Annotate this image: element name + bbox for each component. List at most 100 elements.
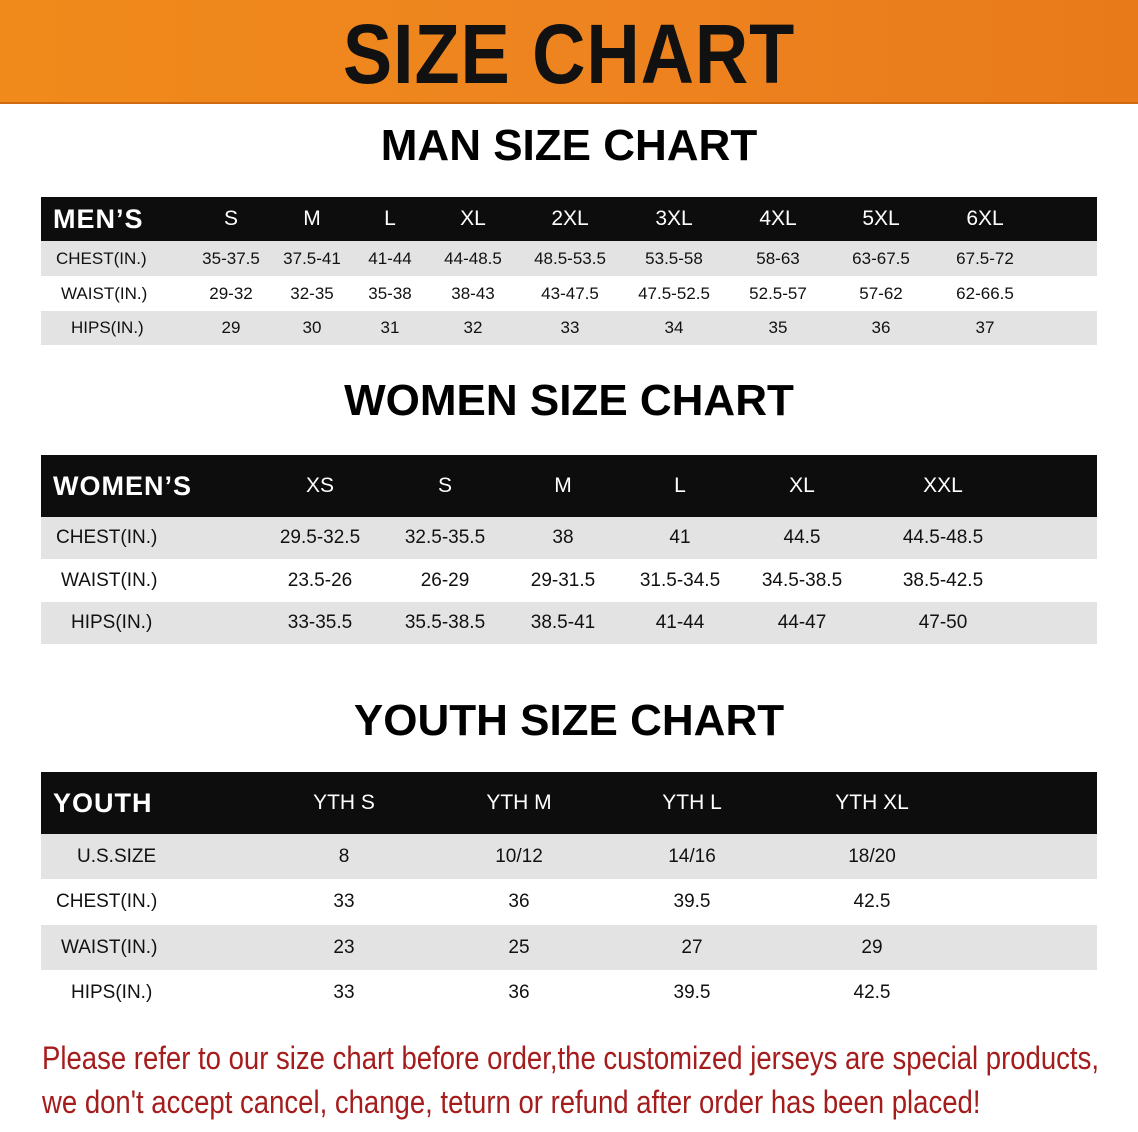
table-header-label: YOUTH — [53, 787, 153, 818]
row-label: U.S.SIZE — [77, 845, 157, 867]
table-cell: 39.5 — [673, 891, 711, 912]
women-size-table: WOMEN’S XS S M L XL XXL CHEST(IN.) 29.5-32.5 32.5… — [41, 455, 1097, 644]
table-cell: 32-35 — [290, 283, 334, 303]
size-column-header: YTH L — [662, 791, 722, 814]
size-column-header: 3XL — [655, 207, 693, 230]
table-cell: 25 — [508, 936, 530, 958]
men-size-table: MEN’S S M L XL 2XL 3XL 4XL 5XL 6XL CHEST(IN.) 35-37… — [41, 197, 1097, 345]
table-row: WAIST(IN.) 23 25 27 29 — [41, 925, 1097, 970]
table-cell: 23 — [333, 936, 355, 958]
table-cell: 41 — [669, 527, 691, 548]
size-column-header: M — [554, 474, 572, 497]
table-cell: 8 — [338, 845, 350, 867]
table-cell: 41-44 — [368, 248, 412, 268]
women-section-title: WOMEN SIZE CHART — [344, 376, 794, 425]
table-cell: 35.5-38.5 — [404, 612, 486, 633]
table-cell: 38 — [552, 527, 574, 548]
table-header-label: MEN’S — [53, 203, 144, 234]
size-column-header: XL — [789, 474, 815, 497]
table-cell: 34.5-38.5 — [761, 569, 843, 591]
row-label: HIPS(IN.) — [71, 981, 153, 1003]
size-column-header: L — [384, 207, 396, 230]
table-cell: 62-66.5 — [956, 283, 1014, 303]
table-row: CHEST(IN.) 33 36 39.5 42.5 — [41, 879, 1097, 925]
table-row: HIPS(IN.) 29 30 31 32 33 34 35 36 37 — [41, 311, 1097, 345]
size-column-header: XL — [460, 207, 486, 230]
table-row: WAIST(IN.) 23.5-26 26-29 29-31.5 31.5-34.5 34… — [41, 559, 1097, 602]
size-column-header: XS — [305, 474, 335, 497]
size-column-header: YTH S — [313, 791, 375, 814]
table-cell: 34 — [664, 318, 684, 337]
table-cell: 32.5-35.5 — [404, 527, 486, 548]
table-cell: 38.5-42.5 — [902, 569, 984, 591]
banner: SIZE CHART — [0, 0, 1138, 104]
table-row: HIPS(IN.) 33-35.5 35.5-38.5 38.5-41 41-44 44-… — [41, 602, 1097, 644]
row-label: WAIST(IN.) — [61, 283, 148, 303]
table-cell: 35-37.5 — [202, 248, 260, 268]
table-cell: 58-63 — [756, 248, 800, 268]
header-row: WOMEN’S XS S M L XL XXL — [41, 455, 1097, 517]
size-column-header: YTH M — [486, 791, 552, 814]
table-cell: 10/12 — [495, 845, 543, 867]
table-cell: 30 — [302, 318, 322, 337]
table-cell: 38-43 — [451, 283, 495, 303]
table-cell: 42.5 — [853, 891, 891, 912]
row-label: WAIST(IN.) — [61, 569, 158, 591]
table-cell: 42.5 — [853, 981, 891, 1003]
row-label: CHEST(IN.) — [56, 527, 158, 548]
row-label: CHEST(IN.) — [56, 248, 147, 268]
notice-line: Please refer to our size chart before or… — [42, 1040, 1099, 1076]
table-cell: 44-47 — [777, 612, 827, 633]
table-cell: 32 — [463, 318, 483, 337]
table-cell: 18/20 — [848, 845, 896, 867]
table-cell: 37.5-41 — [283, 248, 341, 268]
table-cell: 38.5-41 — [530, 612, 596, 633]
table-cell: 41-44 — [655, 612, 705, 633]
table-cell: 44-48.5 — [444, 248, 502, 268]
table-cell: 36 — [871, 318, 891, 337]
table-cell: 48.5-53.5 — [534, 248, 606, 268]
table-cell: 43-47.5 — [541, 283, 599, 303]
men-section-title: MAN SIZE CHART — [380, 121, 758, 170]
row-label: CHEST(IN.) — [56, 891, 158, 912]
table-cell: 53.5-58 — [645, 248, 703, 268]
size-column-header: 5XL — [862, 207, 900, 230]
size-column-header: XXL — [923, 474, 963, 497]
table-cell: 14/16 — [668, 845, 716, 867]
notice-line: we don't accept cancel, change, teturn o… — [42, 1084, 981, 1120]
youth-size-table: YOUTH YTH S YTH M YTH L YTH XL U.S.SIZE 8 10/12… — [41, 772, 1097, 1015]
size-column-header: S — [437, 474, 453, 497]
size-column-header: M — [303, 207, 321, 230]
table-cell: 29-31.5 — [530, 569, 596, 591]
table-cell: 52.5-57 — [749, 283, 807, 303]
table-cell: 29-32 — [209, 283, 253, 303]
size-column-header: L — [674, 474, 686, 497]
table-cell: 47.5-52.5 — [638, 283, 710, 303]
table-row: CHEST(IN.) 35-37.5 37.5-41 41-44 44-48.5 48.5… — [41, 241, 1097, 276]
table-cell: 47-50 — [918, 612, 968, 633]
header-row: YOUTH YTH S YTH M YTH L YTH XL — [41, 772, 1097, 834]
table-row: WAIST(IN.) 29-32 32-35 35-38 38-43 43-47.5 47.… — [41, 276, 1097, 311]
table-cell: 26-29 — [420, 569, 470, 591]
table-cell: 63-67.5 — [852, 248, 910, 268]
table-cell: 31 — [380, 318, 400, 337]
table-row: CHEST(IN.) 29.5-32.5 32.5-35.5 38 41 44.5 44.5… — [41, 517, 1097, 559]
size-column-header: 2XL — [551, 207, 589, 230]
table-cell: 33 — [333, 891, 355, 912]
table-header-label: WOMEN’S — [53, 470, 192, 501]
row-label: WAIST(IN.) — [61, 936, 158, 958]
table-cell: 33 — [560, 318, 580, 337]
header-row: MEN’S S M L XL 2XL 3XL 4XL 5XL 6XL — [41, 197, 1097, 241]
row-label: HIPS(IN.) — [71, 318, 144, 337]
table-cell: 31.5-34.5 — [639, 569, 721, 591]
table-cell: 44.5 — [783, 527, 821, 548]
order-notice: Please refer to our size chart before or… — [42, 1036, 1138, 1124]
table-cell: 36 — [508, 981, 530, 1003]
table-cell: 37 — [975, 318, 995, 337]
table-row: HIPS(IN.) 33 36 39.5 42.5 — [41, 970, 1097, 1015]
table-cell: 33 — [333, 981, 355, 1003]
table-cell: 57-62 — [859, 283, 903, 303]
table-cell: 27 — [681, 936, 703, 958]
table-cell: 36 — [508, 891, 530, 912]
table-cell: 44.5-48.5 — [902, 527, 984, 548]
